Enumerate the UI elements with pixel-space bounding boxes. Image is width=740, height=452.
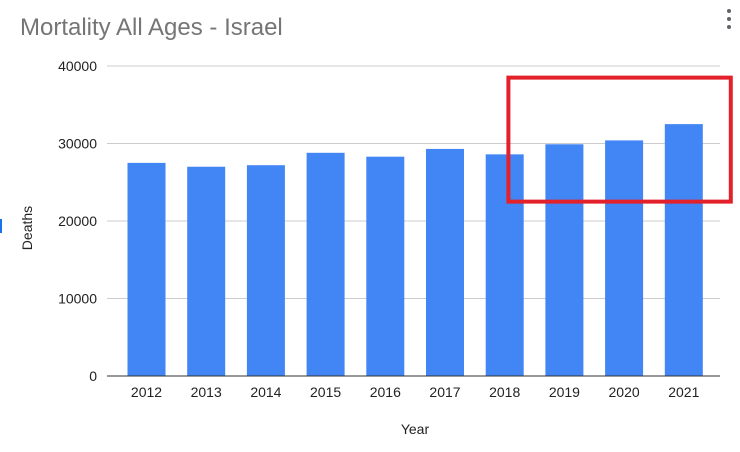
x-tick-label: 2021 [668, 384, 699, 400]
tick-labels: 0 10000 20000 30000 40000 2012 2013 2014 2015 201… [58, 58, 700, 400]
highlight-box [506, 75, 733, 204]
y-tick-label: 0 [89, 368, 97, 384]
x-tick-label: 2014 [250, 384, 281, 400]
x-tick-label: 2015 [310, 384, 341, 400]
bar-2016 [366, 156, 405, 376]
y-tick-label: 20000 [58, 213, 97, 229]
y-tick-label: 40000 [58, 58, 97, 74]
bar-2019 [545, 144, 584, 376]
x-axis-title: Year [401, 421, 430, 437]
highlight-annotation [506, 75, 733, 204]
y-axis-title: Deaths [19, 206, 35, 250]
x-tick-label: 2012 [131, 384, 162, 400]
y-tick-label: 30000 [58, 136, 97, 152]
x-tick-label: 2018 [489, 384, 520, 400]
y-tick-label: 10000 [58, 291, 97, 307]
bar-2015 [306, 152, 345, 376]
bar-2017 [426, 148, 464, 376]
chart-title: Mortality All Ages - Israel [20, 14, 283, 41]
x-tick-label: 2013 [191, 384, 222, 400]
bar-2014 [246, 165, 285, 376]
x-tick-label: 2016 [370, 384, 401, 400]
bar-2013 [187, 166, 226, 376]
menu-dot [727, 25, 731, 29]
bar-2021 [664, 124, 703, 376]
x-tick-label: 2019 [549, 384, 580, 400]
bar-2012 [127, 162, 166, 376]
bars [127, 124, 703, 376]
menu-dot [727, 17, 731, 21]
more-options-icon[interactable] [722, 6, 736, 32]
menu-dot [727, 9, 731, 13]
selection-marker [0, 219, 2, 233]
x-tick-label: 2020 [609, 384, 640, 400]
bar-2018 [485, 154, 524, 376]
bar-2020 [605, 140, 644, 376]
x-tick-label: 2017 [429, 384, 460, 400]
